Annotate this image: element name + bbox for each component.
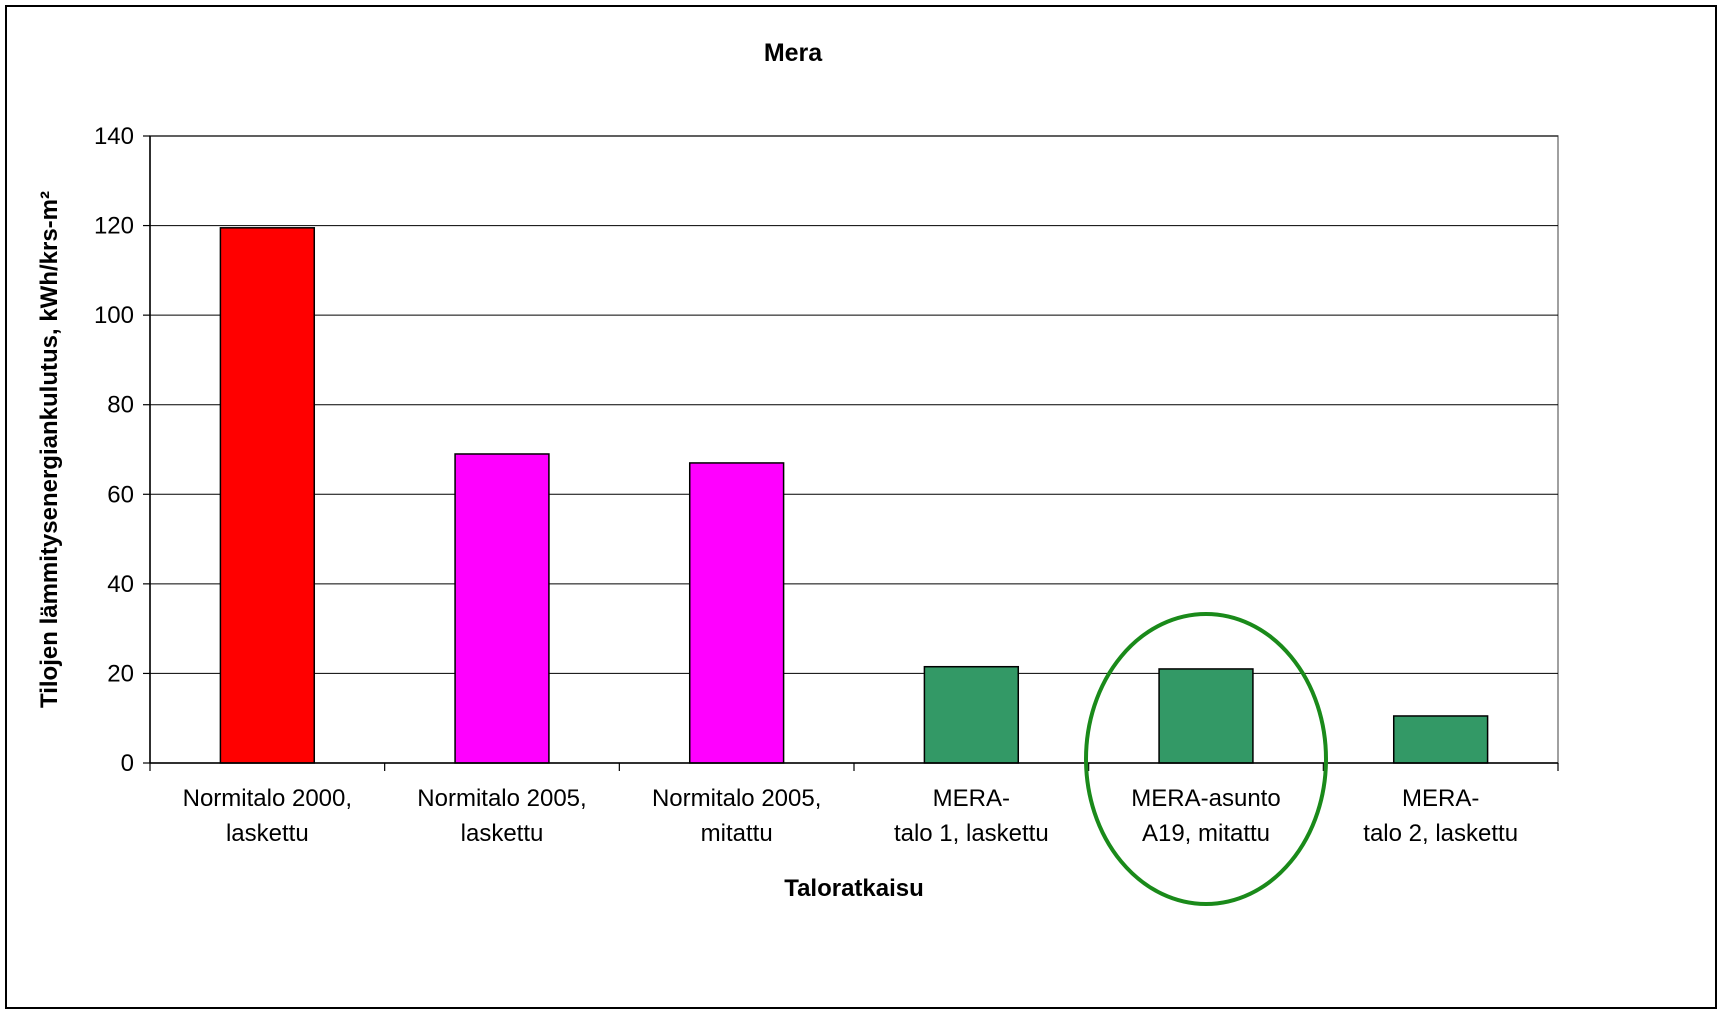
chart-frame: 0 20 40 60 80 100 120 140 Normitalo 2000, laskett… bbox=[5, 5, 1717, 1009]
bar bbox=[688, 462, 785, 764]
y-tick-label: 80 bbox=[107, 392, 134, 419]
chart-title: Mera bbox=[764, 39, 823, 67]
x-tick-label: Normitalo 2005, bbox=[652, 785, 821, 812]
bar bbox=[454, 453, 550, 764]
x-tick-label: mitattu bbox=[701, 820, 773, 847]
y-tick-label: 140 bbox=[94, 123, 134, 150]
y-tick-label: 60 bbox=[107, 481, 134, 508]
bar bbox=[1392, 715, 1489, 764]
bar bbox=[219, 227, 316, 764]
x-axis-label: Taloratkaisu bbox=[784, 875, 924, 902]
y-tick-label: 20 bbox=[107, 660, 134, 687]
x-tick-label: A19, mitattu bbox=[1142, 820, 1270, 847]
y-tick-label: 120 bbox=[94, 213, 134, 240]
plot-area bbox=[149, 135, 1559, 764]
x-tick-label: talo 1, laskettu bbox=[894, 820, 1049, 847]
x-tick-label: MERA- bbox=[933, 785, 1010, 812]
bar bbox=[923, 665, 1020, 764]
bar-chart: 0 20 40 60 80 100 120 140 Normitalo 2000, laskett… bbox=[36, 39, 1559, 906]
y-tick-label: 100 bbox=[94, 302, 134, 329]
highlight-ellipse bbox=[1084, 612, 1328, 906]
x-tick-label: laskettu bbox=[226, 820, 309, 847]
y-tick-label: 40 bbox=[107, 571, 134, 598]
y-tick-label: 0 bbox=[121, 750, 134, 777]
x-tick-label: talo 2, laskettu bbox=[1363, 820, 1518, 847]
x-tick-label: MERA-asunto bbox=[1131, 785, 1280, 812]
x-tick-label: MERA- bbox=[1402, 785, 1479, 812]
x-tick-label: laskettu bbox=[461, 820, 544, 847]
x-tick-label: Normitalo 2005, bbox=[417, 785, 586, 812]
y-axis-label: Tilojen lämmitysenergiankulutus, kWh/krs… bbox=[36, 191, 63, 708]
bar bbox=[1158, 668, 1254, 764]
x-tick-label: Normitalo 2000, bbox=[183, 785, 352, 812]
